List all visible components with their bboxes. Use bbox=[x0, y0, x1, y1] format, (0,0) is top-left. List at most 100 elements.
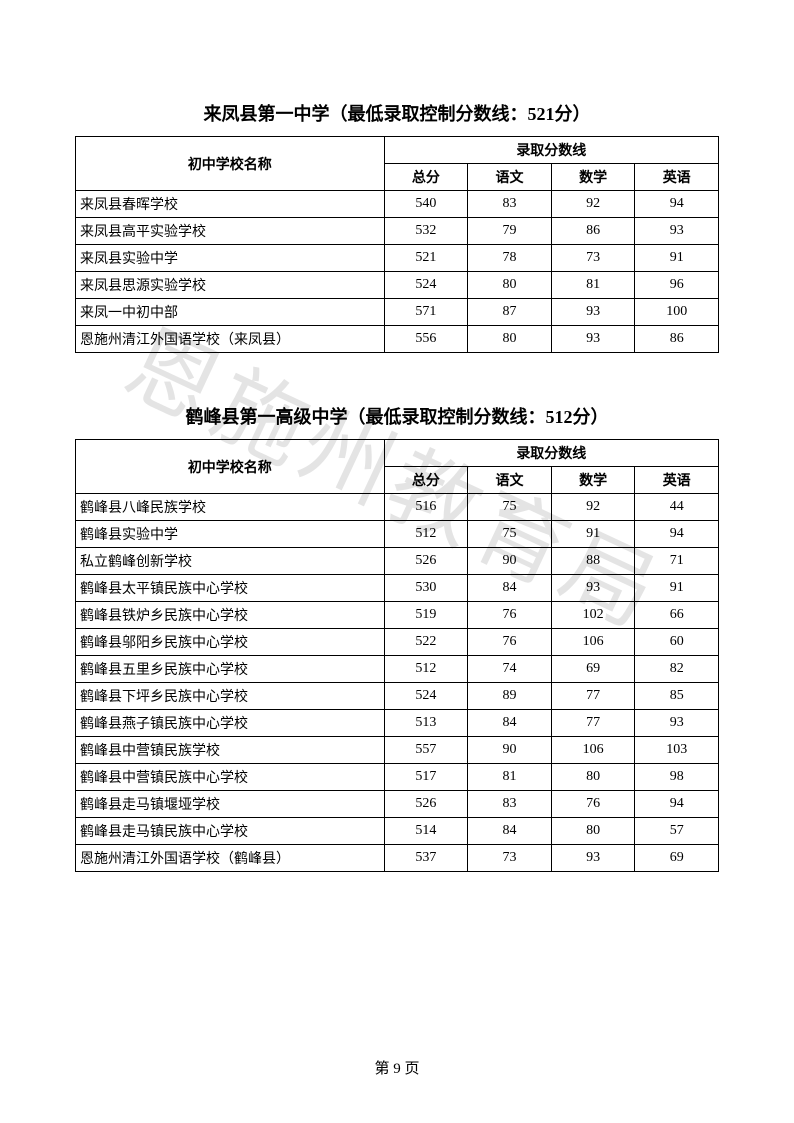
cell-math: 93 bbox=[551, 299, 635, 326]
table-row: 来凤县高平实验学校532798693 bbox=[76, 218, 719, 245]
cell-total: 521 bbox=[384, 245, 468, 272]
cell-school: 鹤峰县燕子镇民族中心学校 bbox=[76, 710, 385, 737]
table-row: 鹤峰县实验中学512759194 bbox=[76, 521, 719, 548]
cell-math: 77 bbox=[551, 710, 635, 737]
cell-school: 鹤峰县八峰民族学校 bbox=[76, 494, 385, 521]
cell-total: 537 bbox=[384, 845, 468, 872]
col-total-header: 总分 bbox=[384, 467, 468, 494]
table-row: 鹤峰县邬阳乡民族中心学校5227610660 bbox=[76, 629, 719, 656]
cell-english: 98 bbox=[635, 764, 719, 791]
col-math-header: 数学 bbox=[551, 164, 635, 191]
cell-chinese: 90 bbox=[468, 548, 552, 575]
cell-school: 鹤峰县中营镇民族学校 bbox=[76, 737, 385, 764]
cell-math: 69 bbox=[551, 656, 635, 683]
col-chinese-header: 语文 bbox=[468, 467, 552, 494]
cell-chinese: 84 bbox=[468, 818, 552, 845]
col-math-header: 数学 bbox=[551, 467, 635, 494]
table-2: 初中学校名称 录取分数线 总分 语文 数学 英语 鹤峰县八峰民族学校516759… bbox=[75, 439, 719, 872]
cell-total: 514 bbox=[384, 818, 468, 845]
cell-english: 100 bbox=[635, 299, 719, 326]
table-row: 来凤县实验中学521787391 bbox=[76, 245, 719, 272]
cell-chinese: 83 bbox=[468, 191, 552, 218]
cell-total: 524 bbox=[384, 272, 468, 299]
cell-math: 102 bbox=[551, 602, 635, 629]
cell-math: 80 bbox=[551, 818, 635, 845]
cell-school: 恩施州清江外国语学校（来凤县） bbox=[76, 326, 385, 353]
cell-total: 556 bbox=[384, 326, 468, 353]
cell-total: 513 bbox=[384, 710, 468, 737]
cell-english: 71 bbox=[635, 548, 719, 575]
cell-school: 鹤峰县走马镇堰垭学校 bbox=[76, 791, 385, 818]
cell-school: 来凤县高平实验学校 bbox=[76, 218, 385, 245]
cell-chinese: 87 bbox=[468, 299, 552, 326]
cell-total: 540 bbox=[384, 191, 468, 218]
cell-chinese: 79 bbox=[468, 218, 552, 245]
cell-school: 私立鹤峰创新学校 bbox=[76, 548, 385, 575]
cell-english: 57 bbox=[635, 818, 719, 845]
col-school-header: 初中学校名称 bbox=[76, 137, 385, 191]
cell-math: 88 bbox=[551, 548, 635, 575]
cell-math: 80 bbox=[551, 764, 635, 791]
col-english-header: 英语 bbox=[635, 467, 719, 494]
cell-math: 106 bbox=[551, 737, 635, 764]
cell-school: 鹤峰县下坪乡民族中心学校 bbox=[76, 683, 385, 710]
cell-total: 512 bbox=[384, 521, 468, 548]
cell-total: 532 bbox=[384, 218, 468, 245]
cell-math: 92 bbox=[551, 191, 635, 218]
col-school-header: 初中学校名称 bbox=[76, 440, 385, 494]
cell-math: 81 bbox=[551, 272, 635, 299]
cell-math: 91 bbox=[551, 521, 635, 548]
cell-math: 93 bbox=[551, 575, 635, 602]
cell-chinese: 74 bbox=[468, 656, 552, 683]
table-row: 鹤峰县燕子镇民族中心学校513847793 bbox=[76, 710, 719, 737]
table-row: 来凤县思源实验学校524808196 bbox=[76, 272, 719, 299]
cell-school: 来凤县思源实验学校 bbox=[76, 272, 385, 299]
cell-total: 526 bbox=[384, 791, 468, 818]
cell-english: 66 bbox=[635, 602, 719, 629]
cell-chinese: 76 bbox=[468, 629, 552, 656]
cell-chinese: 81 bbox=[468, 764, 552, 791]
cell-school: 来凤一中初中部 bbox=[76, 299, 385, 326]
cell-chinese: 75 bbox=[468, 521, 552, 548]
table-2-title: 鹤峰县第一高级中学（最低录取控制分数线：512分） bbox=[75, 403, 719, 429]
col-english-header: 英语 bbox=[635, 164, 719, 191]
table-1: 初中学校名称 录取分数线 总分 语文 数学 英语 来凤县春晖学校54083929… bbox=[75, 136, 719, 353]
cell-school: 鹤峰县五里乡民族中心学校 bbox=[76, 656, 385, 683]
cell-total: 519 bbox=[384, 602, 468, 629]
table-row: 鹤峰县走马镇堰垭学校526837694 bbox=[76, 791, 719, 818]
table-row: 鹤峰县中营镇民族中心学校517818098 bbox=[76, 764, 719, 791]
table-row: 鹤峰县下坪乡民族中心学校524897785 bbox=[76, 683, 719, 710]
table-row: 鹤峰县五里乡民族中心学校512746982 bbox=[76, 656, 719, 683]
cell-english: 69 bbox=[635, 845, 719, 872]
cell-chinese: 80 bbox=[468, 326, 552, 353]
cell-total: 526 bbox=[384, 548, 468, 575]
cell-total: 517 bbox=[384, 764, 468, 791]
cell-chinese: 83 bbox=[468, 791, 552, 818]
cell-math: 76 bbox=[551, 791, 635, 818]
cell-english: 96 bbox=[635, 272, 719, 299]
col-scores-group-header: 录取分数线 bbox=[384, 137, 718, 164]
table-row: 恩施州清江外国语学校（来凤县）556809386 bbox=[76, 326, 719, 353]
table-1-header-row1: 初中学校名称 录取分数线 bbox=[76, 137, 719, 164]
cell-chinese: 90 bbox=[468, 737, 552, 764]
cell-total: 524 bbox=[384, 683, 468, 710]
cell-english: 93 bbox=[635, 218, 719, 245]
page-number: 第 9 页 bbox=[0, 1057, 794, 1078]
cell-english: 44 bbox=[635, 494, 719, 521]
cell-math: 92 bbox=[551, 494, 635, 521]
cell-school: 鹤峰县铁炉乡民族中心学校 bbox=[76, 602, 385, 629]
page-content: 来凤县第一中学（最低录取控制分数线：521分） 初中学校名称 录取分数线 总分 … bbox=[0, 0, 794, 982]
table-row: 鹤峰县中营镇民族学校55790106103 bbox=[76, 737, 719, 764]
table-row: 来凤一中初中部5718793100 bbox=[76, 299, 719, 326]
cell-english: 94 bbox=[635, 791, 719, 818]
cell-school: 鹤峰县实验中学 bbox=[76, 521, 385, 548]
table-row: 鹤峰县太平镇民族中心学校530849391 bbox=[76, 575, 719, 602]
cell-chinese: 80 bbox=[468, 272, 552, 299]
cell-math: 93 bbox=[551, 845, 635, 872]
cell-total: 516 bbox=[384, 494, 468, 521]
table-row: 鹤峰县铁炉乡民族中心学校5197610266 bbox=[76, 602, 719, 629]
cell-school: 鹤峰县走马镇民族中心学校 bbox=[76, 818, 385, 845]
cell-chinese: 75 bbox=[468, 494, 552, 521]
cell-english: 86 bbox=[635, 326, 719, 353]
col-total-header: 总分 bbox=[384, 164, 468, 191]
